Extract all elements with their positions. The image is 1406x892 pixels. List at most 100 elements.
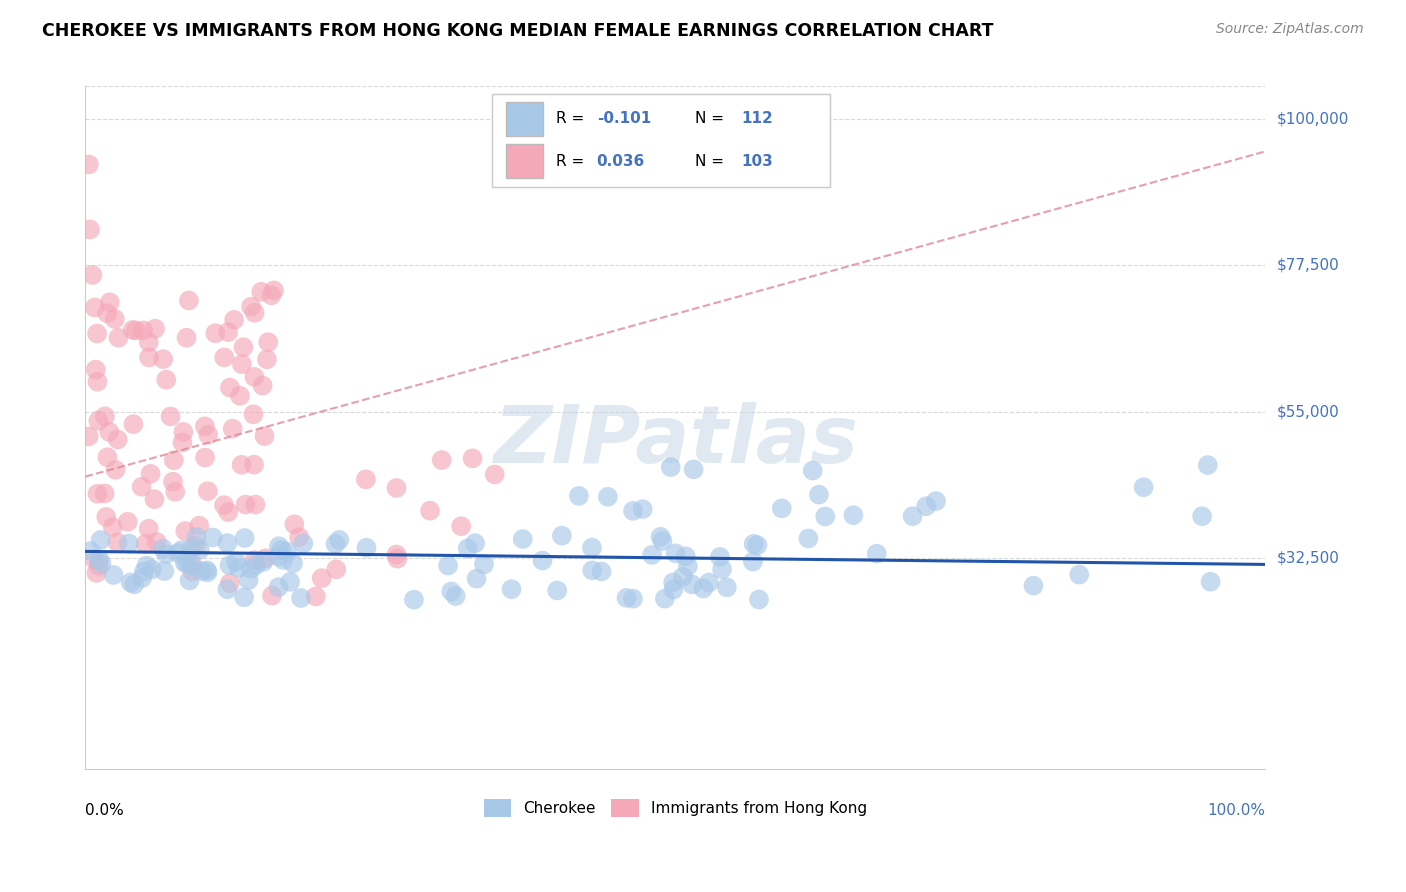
FancyBboxPatch shape xyxy=(506,145,543,178)
Point xyxy=(191,564,214,578)
Point xyxy=(197,484,219,499)
Point xyxy=(551,528,574,542)
Point xyxy=(243,458,266,472)
Point xyxy=(742,555,765,569)
Text: 103: 103 xyxy=(742,153,773,169)
Point xyxy=(866,547,889,561)
Point xyxy=(747,538,769,552)
Point xyxy=(146,535,169,549)
Point xyxy=(122,577,145,591)
Text: 0.036: 0.036 xyxy=(596,153,645,169)
Point xyxy=(842,508,865,523)
Point xyxy=(118,536,141,550)
Point xyxy=(292,536,315,550)
Point xyxy=(450,519,472,533)
Point xyxy=(217,505,239,519)
Point xyxy=(90,533,112,547)
Point xyxy=(87,414,110,428)
Point xyxy=(131,571,153,585)
Point xyxy=(385,481,408,495)
Point xyxy=(325,562,347,576)
Point xyxy=(141,562,163,576)
Point xyxy=(180,541,202,556)
Point xyxy=(138,522,160,536)
Point xyxy=(581,541,603,555)
Point xyxy=(709,549,731,564)
Text: N =: N = xyxy=(695,112,728,127)
Point xyxy=(155,373,177,387)
Point xyxy=(662,575,685,590)
Point xyxy=(270,543,292,558)
Text: N =: N = xyxy=(695,153,728,169)
Point xyxy=(107,331,129,345)
Text: R =: R = xyxy=(557,153,589,169)
Point xyxy=(218,576,240,591)
Point xyxy=(217,582,239,597)
Point xyxy=(464,536,486,550)
Point xyxy=(901,509,924,524)
Text: $77,500: $77,500 xyxy=(1277,258,1339,273)
Point xyxy=(356,541,378,555)
Point xyxy=(692,582,714,596)
Point xyxy=(96,509,118,524)
Point xyxy=(77,429,100,443)
Point xyxy=(77,157,100,171)
Text: 0.0%: 0.0% xyxy=(86,804,124,819)
Point xyxy=(197,566,219,580)
Point xyxy=(87,558,110,573)
Point xyxy=(232,340,254,354)
Point xyxy=(243,370,266,384)
Point xyxy=(288,530,311,544)
Point xyxy=(267,539,290,553)
Point xyxy=(82,268,104,282)
Point xyxy=(385,548,408,562)
Point xyxy=(596,490,619,504)
Point xyxy=(325,537,347,551)
Point xyxy=(501,582,523,597)
Point xyxy=(132,565,155,579)
Point xyxy=(180,558,202,573)
Text: CHEROKEE VS IMMIGRANTS FROM HONG KONG MEDIAN FEMALE EARNINGS CORRELATION CHART: CHEROKEE VS IMMIGRANTS FROM HONG KONG ME… xyxy=(42,22,994,40)
Point xyxy=(283,517,305,532)
Point xyxy=(354,472,377,486)
Point xyxy=(1022,579,1045,593)
Point xyxy=(716,580,738,594)
Point xyxy=(1199,574,1222,589)
Point xyxy=(90,557,112,571)
Point xyxy=(257,335,280,350)
Point xyxy=(188,542,211,557)
Point xyxy=(204,326,226,341)
Point xyxy=(233,591,256,605)
Point xyxy=(665,546,688,560)
Point xyxy=(672,569,695,583)
Point xyxy=(465,572,488,586)
Point xyxy=(252,555,274,569)
Point xyxy=(675,549,697,564)
Point xyxy=(242,407,264,421)
Text: Source: ZipAtlas.com: Source: ZipAtlas.com xyxy=(1216,22,1364,37)
Point xyxy=(221,422,243,436)
Point xyxy=(461,451,484,466)
Point xyxy=(681,577,703,591)
Point xyxy=(162,475,184,489)
Point xyxy=(219,381,242,395)
Point xyxy=(387,551,409,566)
Point xyxy=(194,450,217,465)
Point xyxy=(305,590,328,604)
Point xyxy=(218,558,240,573)
Point xyxy=(135,558,157,573)
FancyBboxPatch shape xyxy=(506,102,543,136)
Point xyxy=(184,539,207,553)
Point xyxy=(212,351,235,365)
Point xyxy=(240,300,263,314)
Point xyxy=(177,293,200,308)
Point xyxy=(651,534,673,549)
Point xyxy=(797,532,820,546)
Point xyxy=(212,498,235,512)
Point xyxy=(256,352,278,367)
Point xyxy=(153,564,176,578)
Text: $100,000: $100,000 xyxy=(1277,112,1348,127)
Point xyxy=(457,541,479,556)
Point xyxy=(801,464,824,478)
Point xyxy=(79,222,101,236)
